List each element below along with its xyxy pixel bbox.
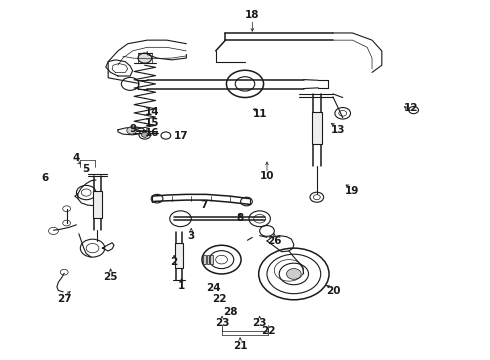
Text: 2: 2 <box>171 257 178 267</box>
Text: 23: 23 <box>215 319 229 328</box>
Circle shape <box>287 269 301 279</box>
Text: 22: 22 <box>212 294 226 304</box>
Bar <box>174 243 183 268</box>
Text: 18: 18 <box>245 10 260 20</box>
Circle shape <box>127 127 137 134</box>
Text: 16: 16 <box>145 129 159 138</box>
Text: 4: 4 <box>73 153 80 163</box>
Text: 3: 3 <box>188 231 195 240</box>
Text: 26: 26 <box>267 236 282 246</box>
Text: 21: 21 <box>233 341 247 351</box>
Bar <box>207 255 209 264</box>
Text: 12: 12 <box>404 103 418 113</box>
Text: 22: 22 <box>261 325 275 336</box>
Text: 10: 10 <box>260 171 274 181</box>
Circle shape <box>138 53 152 63</box>
Text: 9: 9 <box>129 124 136 134</box>
Circle shape <box>142 132 148 137</box>
Text: 11: 11 <box>252 109 267 119</box>
Bar <box>313 112 322 144</box>
Text: 23: 23 <box>252 319 267 328</box>
Text: 19: 19 <box>345 186 360 196</box>
Text: 17: 17 <box>174 131 189 141</box>
Text: 25: 25 <box>103 272 118 282</box>
Text: 14: 14 <box>145 107 159 117</box>
Text: 6: 6 <box>41 173 49 183</box>
Bar <box>210 255 213 264</box>
Text: 8: 8 <box>237 213 244 222</box>
Bar <box>93 191 102 218</box>
Text: 24: 24 <box>206 283 220 293</box>
Bar <box>203 255 206 264</box>
Text: 7: 7 <box>200 200 207 210</box>
Text: 27: 27 <box>57 294 72 304</box>
Text: 1: 1 <box>178 281 185 291</box>
Text: 20: 20 <box>326 286 340 296</box>
Text: 15: 15 <box>145 118 159 128</box>
Text: 28: 28 <box>223 307 238 317</box>
Text: 13: 13 <box>331 125 345 135</box>
Text: 5: 5 <box>83 164 90 174</box>
